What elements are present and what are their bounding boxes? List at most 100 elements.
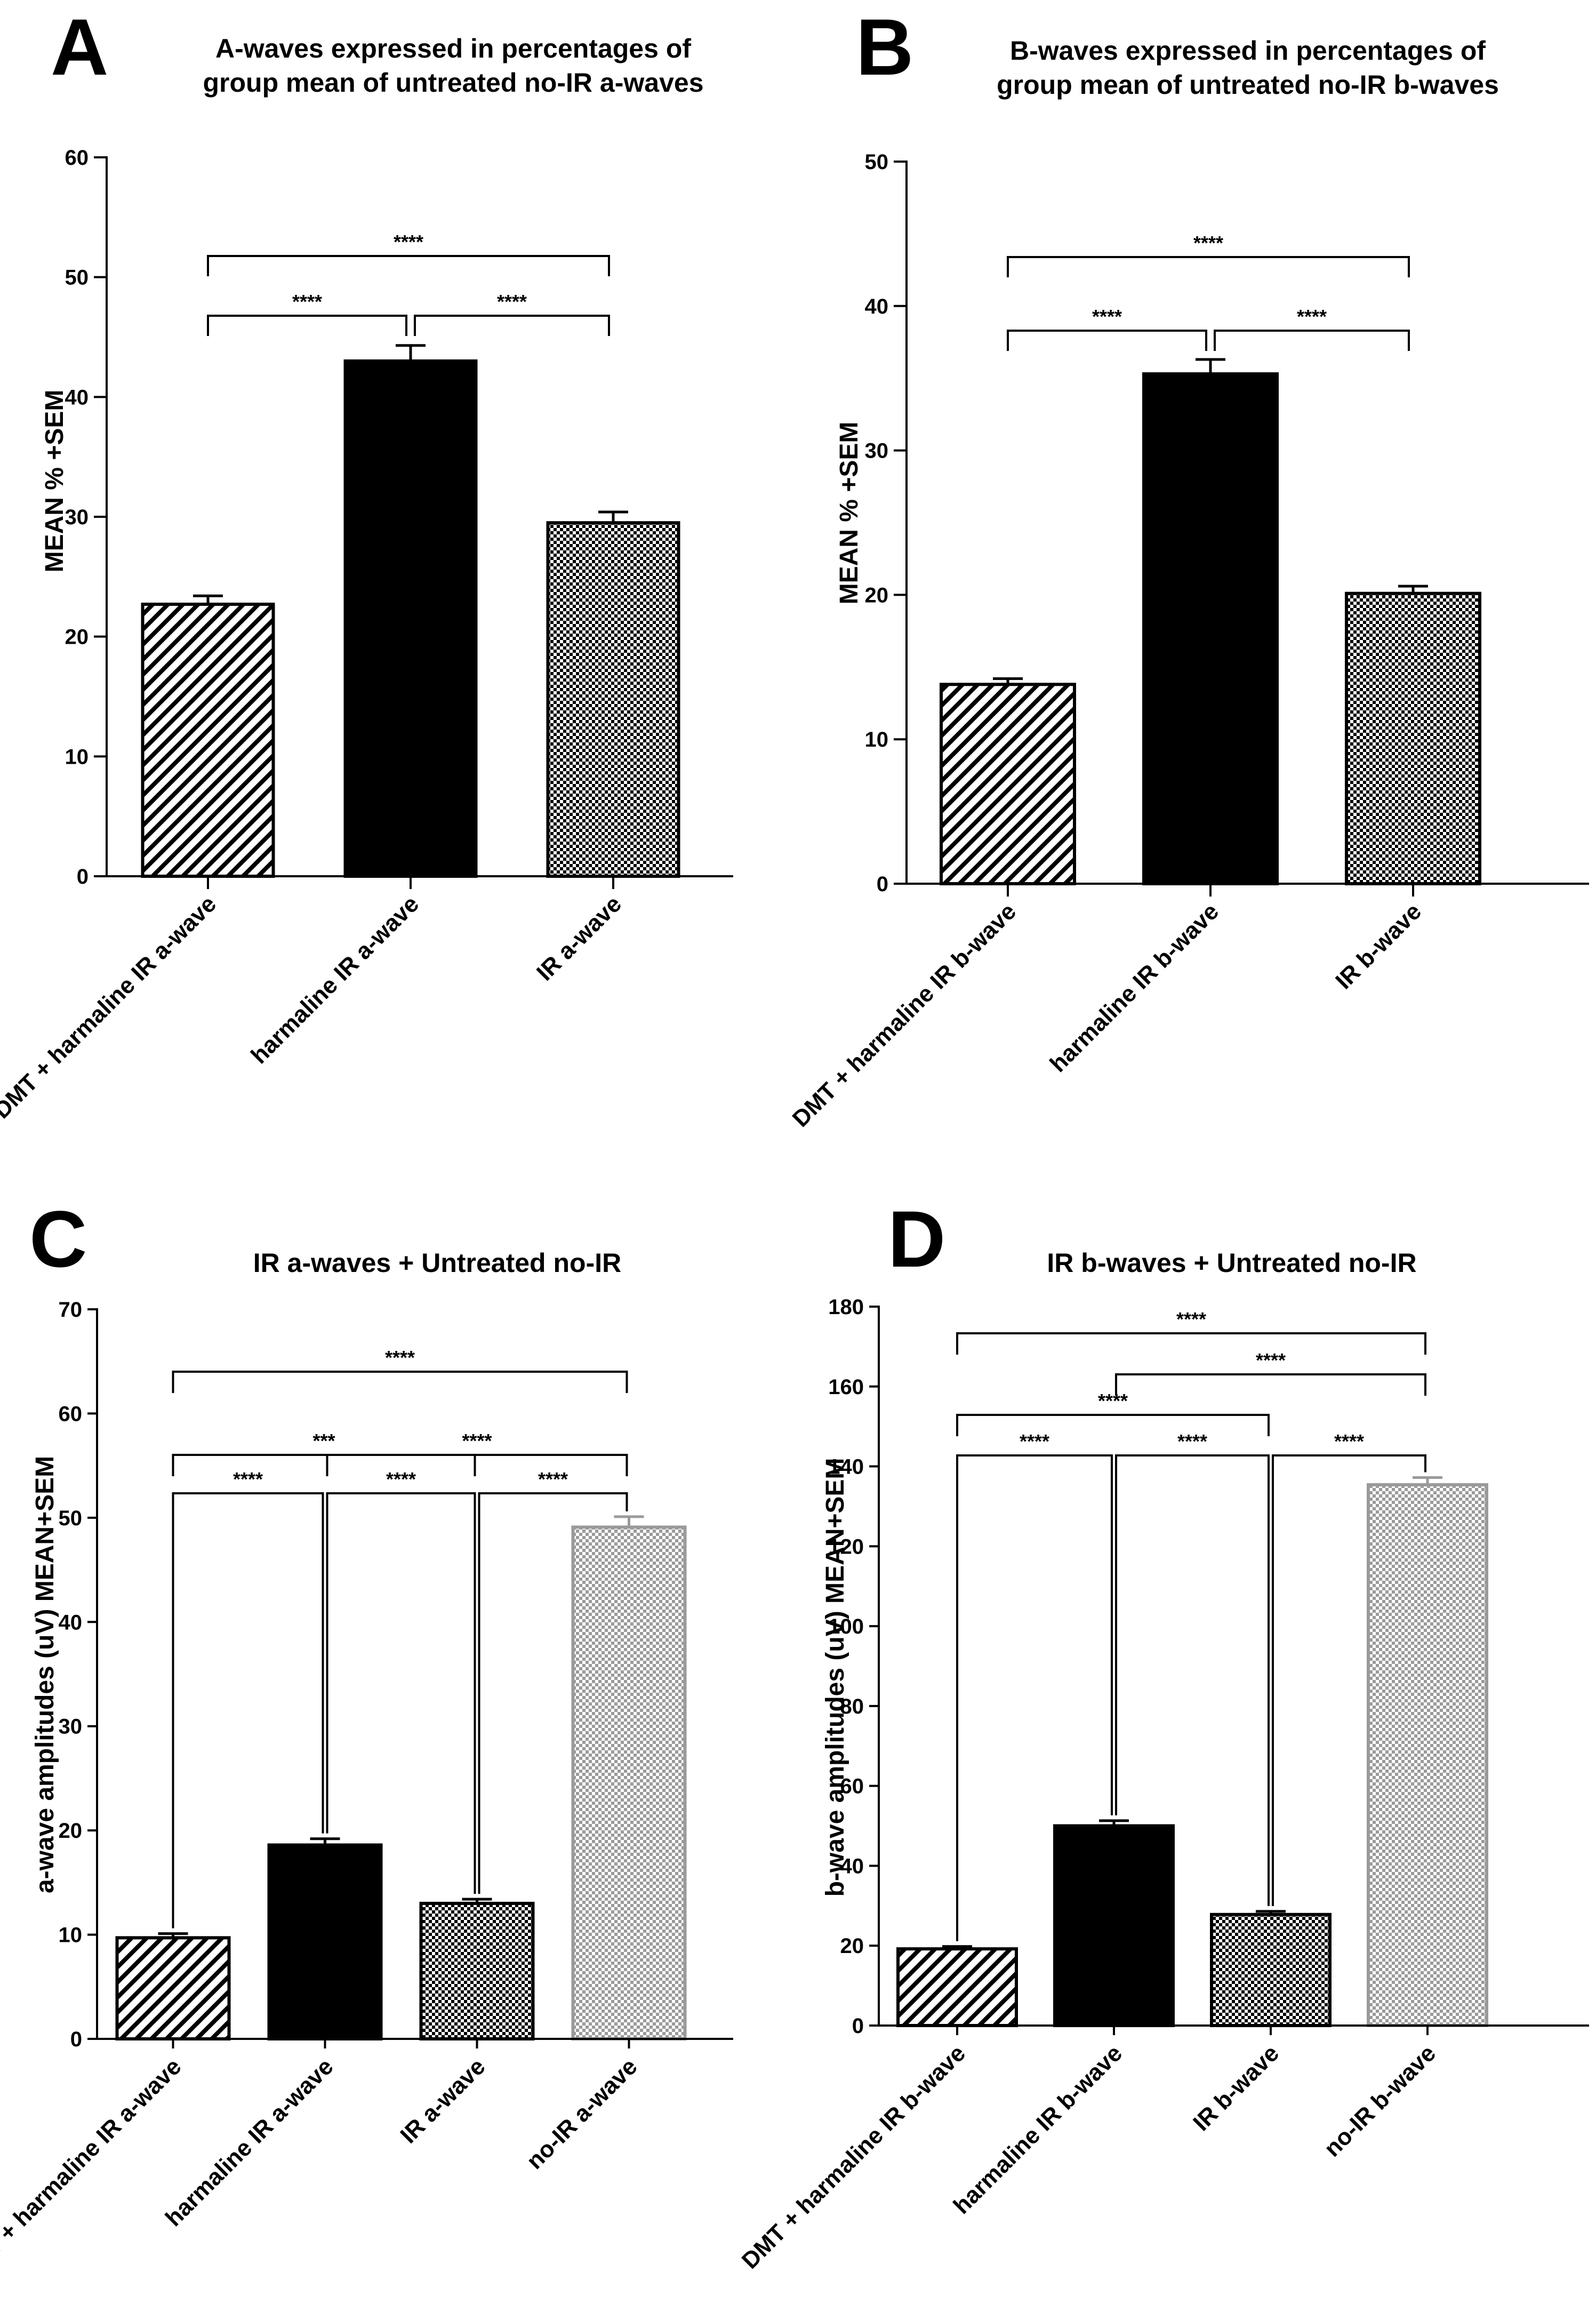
bar-b-1 <box>1142 372 1279 885</box>
y-tick-label-c-2: 20 <box>59 1819 83 1843</box>
error-bar-d-0 <box>942 1945 972 1949</box>
significance-bracket-b-1 <box>1007 330 1207 351</box>
y-tick-label-d-1: 20 <box>840 1934 864 1958</box>
plot-area-a: DMT + harmaline IR a-wave harmaline IR a-… <box>0 146 733 1124</box>
y-tick-label-d-0: 0 <box>852 2014 864 2038</box>
significance-label-d-5: **** <box>1334 1430 1364 1452</box>
significance-label-d-0: **** <box>1176 1308 1206 1330</box>
significance-bracket-d-4 <box>1115 1454 1270 1906</box>
bar-c-2 <box>419 1901 535 2041</box>
error-bar-c-0 <box>158 1932 188 1938</box>
significance-bracket-b-0 <box>1007 256 1410 277</box>
significance-bracket-a-2 <box>414 315 610 336</box>
significance-bracket-c-0 <box>172 1371 628 1393</box>
significance-bracket-a-0 <box>207 255 610 276</box>
bar-c-3 <box>571 1525 687 2041</box>
significance-label-a-0: **** <box>394 231 423 253</box>
y-tick-label-a-2: 20 <box>65 626 89 649</box>
y-tick-label-d-6: 120 <box>828 1535 864 1558</box>
bar-d-3 <box>1367 1483 1488 2027</box>
y-tick-label-c-6: 60 <box>59 1402 83 1426</box>
y-tick-label-c-0: 0 <box>70 2028 82 2051</box>
significance-bracket-c-1 <box>326 1454 628 1476</box>
y-tick-label-a-6: 60 <box>65 146 89 170</box>
significance-label-c-0: **** <box>385 1347 415 1368</box>
error-bar-c-2 <box>462 1898 492 1903</box>
category-label-c-0: DMT + harmaline IR a-wave <box>0 2053 187 2286</box>
significance-bracket-c-4 <box>326 1492 476 1894</box>
bar-b-0 <box>940 683 1076 886</box>
significance-label-c-5: **** <box>538 1468 568 1490</box>
significance-bracket-a-1 <box>207 315 407 336</box>
panel-title-a-line-1: A-waves expressed in percentages of <box>215 34 691 63</box>
error-bar-c-1 <box>310 1837 340 1845</box>
error-bar-b-1 <box>1196 358 1225 374</box>
panel-a: A A-waves expressed in percentages of gr… <box>0 2 733 1124</box>
error-bar-a-2 <box>598 510 628 523</box>
y-tick-label-c-5: 50 <box>59 1507 83 1530</box>
y-tick-label-a-0: 0 <box>77 865 89 889</box>
category-label-b-0: DMT + harmaline IR b-wave <box>788 898 1021 1132</box>
y-tick-label-c-7: 70 <box>59 1298 83 1322</box>
error-bar-d-2 <box>1256 1910 1286 1915</box>
error-bar-b-2 <box>1398 585 1428 594</box>
panel-letter-a: A <box>51 2 108 92</box>
significance-label-c-3: **** <box>233 1468 263 1490</box>
y-tick-label-d-2: 40 <box>840 1854 864 1878</box>
y-axis-label-c: a-wave amplitudes (uV) MEAN+SEM <box>31 1456 59 1893</box>
y-tick-label-a-3: 30 <box>65 506 89 529</box>
category-label-a-0: DMT + harmaline IR a-wave <box>0 891 221 1124</box>
y-tick-label-a-4: 40 <box>65 386 89 409</box>
y-tick-label-c-3: 30 <box>59 1715 83 1739</box>
panel-letter-b: B <box>856 2 913 92</box>
significance-bracket-b-2 <box>1214 330 1410 351</box>
category-label-d-3: no-IR b-wave <box>1319 2040 1441 2162</box>
category-label-d-0: DMT + harmaline IR b-wave <box>737 2040 971 2274</box>
bar-d-0 <box>896 1947 1018 2028</box>
error-bar-d-1 <box>1099 1819 1129 1826</box>
y-tick-label-d-4: 80 <box>840 1695 864 1718</box>
y-tick-label-b-2: 20 <box>865 583 889 607</box>
bar-c-0 <box>115 1936 231 2041</box>
significance-label-b-2: **** <box>1297 306 1327 327</box>
significance-label-d-3: **** <box>1020 1430 1049 1452</box>
panel-letter-c: C <box>29 1194 87 1284</box>
panel-title-d: IR b-waves + Untreated no-IR <box>1047 1248 1416 1278</box>
significance-bracket-c-5 <box>478 1492 628 1894</box>
category-label-b-2: IR b-wave <box>1330 898 1426 994</box>
panel-d: D IR b-waves + Untreated no-IR b-wave am… <box>737 1194 1589 2274</box>
category-label-a-1: harmaline IR a-wave <box>246 891 424 1069</box>
significance-label-d-4: **** <box>1177 1430 1207 1452</box>
category-label-c-2: IR a-wave <box>395 2053 490 2148</box>
y-tick-label-c-1: 10 <box>59 1924 83 1947</box>
significance-label-a-1: **** <box>292 291 322 313</box>
y-tick-label-d-9: 180 <box>828 1295 864 1319</box>
significance-label-d-1: **** <box>1256 1349 1286 1371</box>
panel-title-a-line-2: group mean of untreated no-IR a-waves <box>203 68 703 98</box>
panel-letter-d: D <box>888 1194 945 1284</box>
significance-bracket-c-2 <box>172 1454 476 1476</box>
category-label-d-1: harmaline IR b-wave <box>949 2040 1128 2219</box>
panel-title-b-line-2: group mean of untreated no-IR b-waves <box>997 70 1499 100</box>
bar-c-1 <box>267 1843 383 2041</box>
category-label-d-2: IR b-wave <box>1188 2040 1284 2136</box>
panel-title-b-line-1: B-waves expressed in percentages of <box>1010 36 1486 66</box>
y-tick-label-b-4: 40 <box>865 295 889 318</box>
y-tick-label-b-1: 10 <box>865 728 889 751</box>
y-tick-label-b-3: 30 <box>865 439 889 463</box>
significance-label-c-2: *** <box>312 1430 335 1452</box>
significance-label-c-4: **** <box>386 1468 416 1490</box>
bar-a-0 <box>141 603 275 878</box>
plot-area-b: DMT + harmaline IR b-wave harmaline IR b-… <box>788 150 1589 1132</box>
y-axis-label-b: MEAN % +SEM <box>835 422 863 605</box>
significance-label-c-1: **** <box>462 1430 492 1452</box>
significance-bracket-d-2 <box>956 1414 1270 1436</box>
y-tick-label-b-5: 50 <box>865 150 889 174</box>
significance-bracket-d-3 <box>956 1454 1113 1941</box>
significance-bracket-d-0 <box>956 1332 1426 1355</box>
bar-a-1 <box>343 359 478 878</box>
error-bar-a-1 <box>396 344 426 361</box>
